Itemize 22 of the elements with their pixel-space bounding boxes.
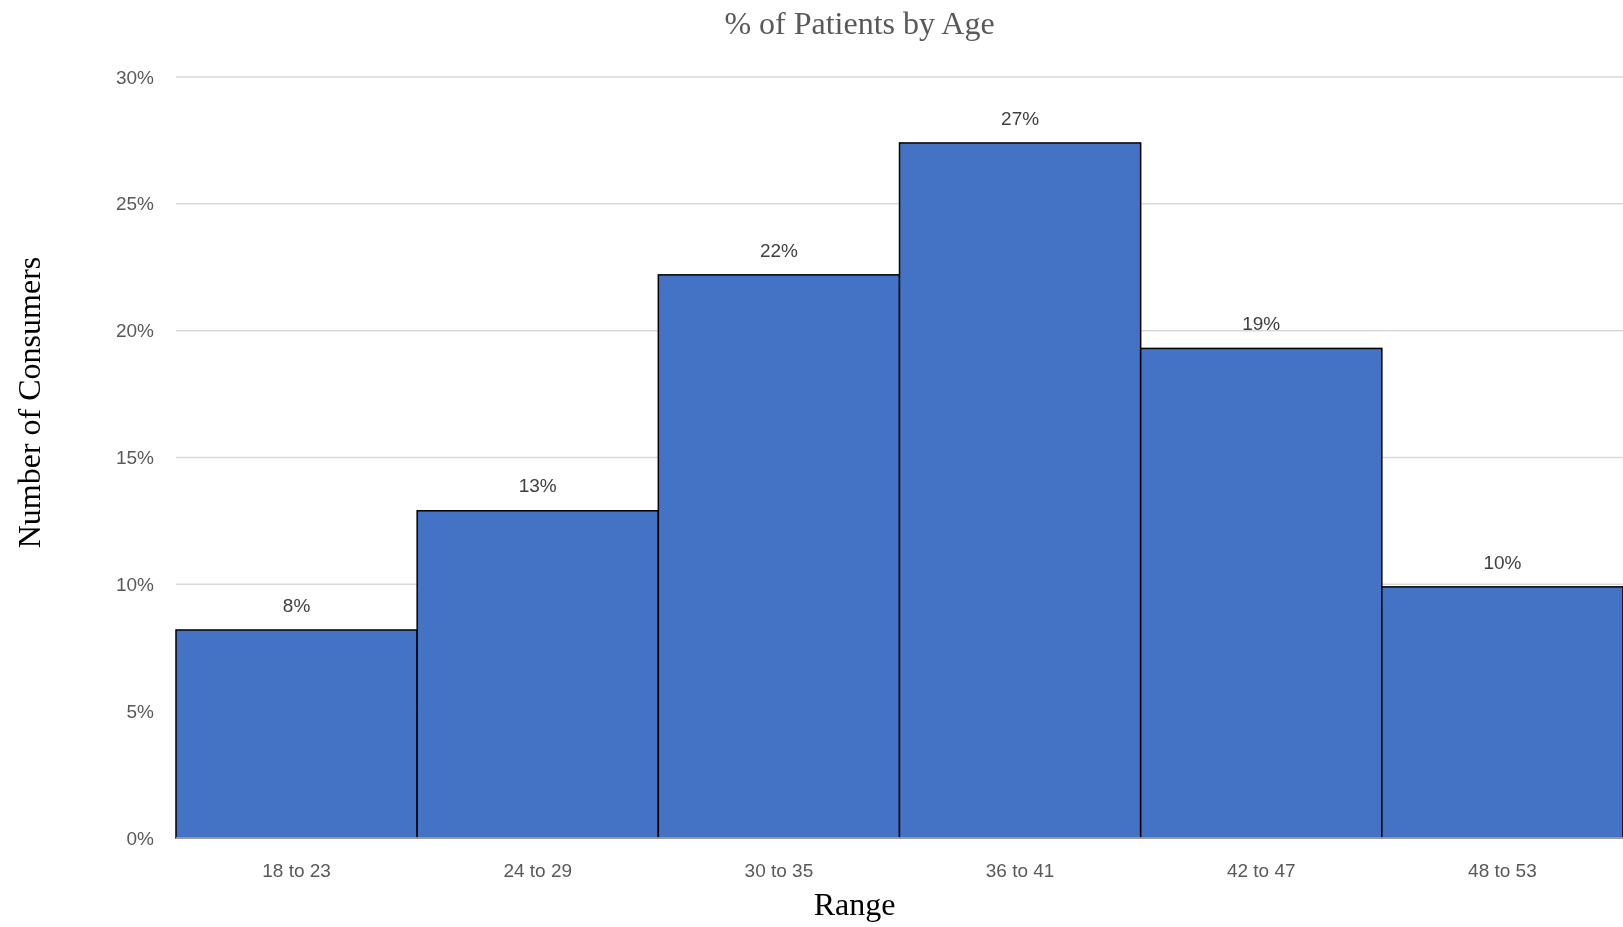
- y-tick-label: 20%: [115, 320, 155, 342]
- data-label: 19%: [1242, 313, 1281, 335]
- y-axis-title: Number of Consumers: [11, 256, 47, 549]
- y-tick-label: 25%: [115, 193, 155, 215]
- y-tick-label: 30%: [115, 66, 155, 88]
- x-tick-label: 36 to 41: [985, 859, 1055, 881]
- data-label: 13%: [518, 475, 557, 497]
- x-tick-label: 24 to 29: [503, 859, 573, 881]
- data-label: 8%: [282, 594, 311, 616]
- x-tick-label: 30 to 35: [744, 859, 814, 881]
- x-axis-title: Range: [813, 886, 896, 922]
- y-tick-label: 10%: [115, 573, 155, 595]
- x-tick-label: 42 to 47: [1226, 859, 1296, 881]
- data-label: 10%: [1483, 551, 1522, 573]
- y-tick-label: 15%: [115, 447, 155, 469]
- data-label: 27%: [1001, 107, 1040, 129]
- x-tick-label: 18 to 23: [262, 859, 331, 881]
- data-label: 22%: [759, 239, 799, 261]
- chart-title: % of Patients by Age: [724, 5, 995, 41]
- y-tick-label: 0%: [126, 827, 155, 849]
- y-tick-label: 5%: [126, 700, 155, 722]
- x-tick-label: 48 to 53: [1468, 859, 1537, 881]
